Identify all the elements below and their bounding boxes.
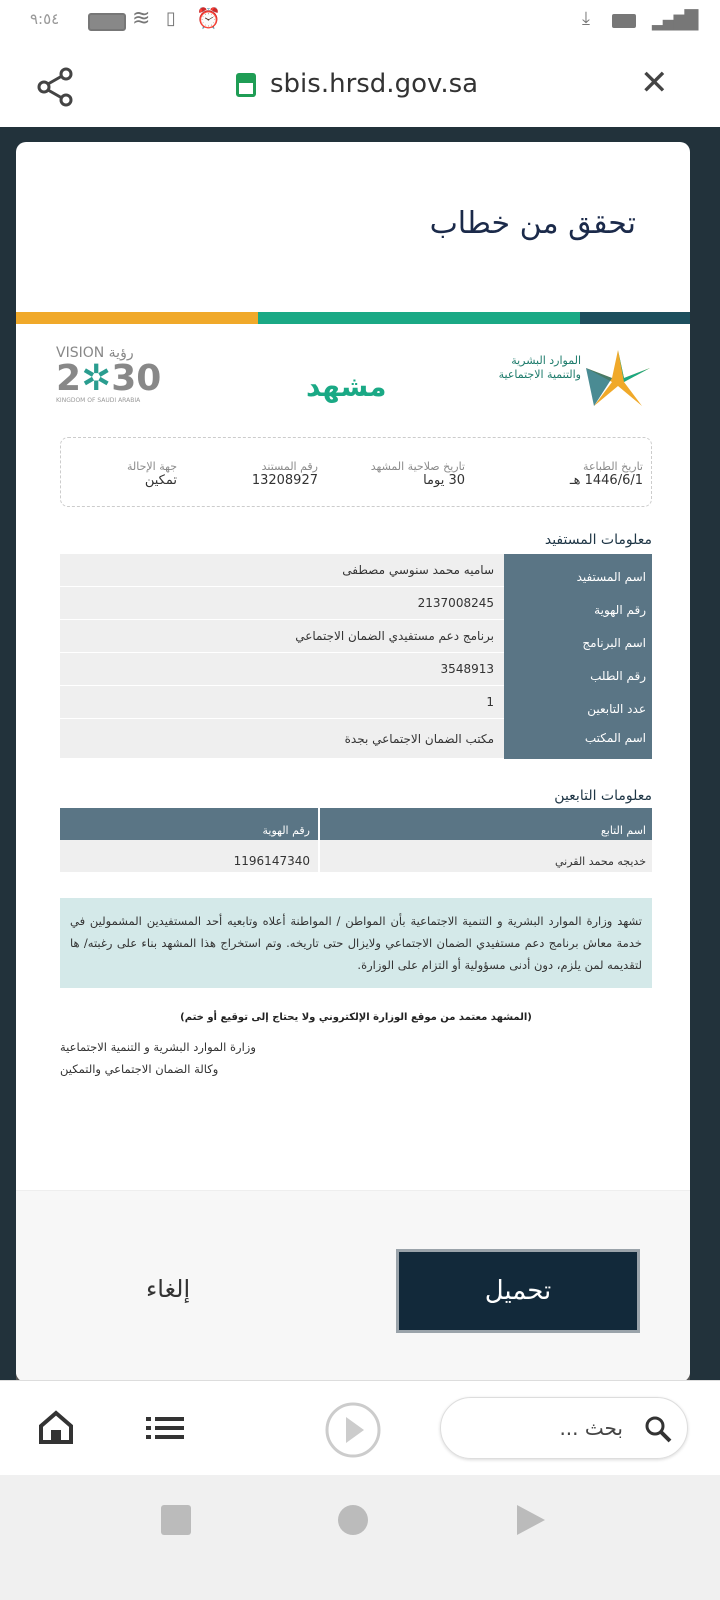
browser-toolbar: sbis.hrsd.gov.sa ✕ bbox=[0, 45, 720, 127]
meta-label: جهة الإحالة bbox=[127, 460, 177, 473]
dependent-name: خديجه محمد القرني bbox=[318, 840, 652, 872]
dialog-footer: تحميل إلغاء bbox=[16, 1190, 690, 1382]
lock-icon bbox=[236, 73, 256, 97]
meta-value: 30 يوما bbox=[423, 473, 465, 488]
beneficiary-row: عدد التابعين 1 bbox=[60, 686, 652, 719]
page-title: تحقق من خطاب bbox=[429, 206, 636, 241]
meta-document-number: رقم المستند 13208927 bbox=[252, 460, 318, 488]
signature-agency: وكالة الضمان الاجتماعي والتمكين bbox=[60, 1062, 219, 1076]
search-placeholder: بحث ... bbox=[559, 1416, 623, 1440]
meta-value: 1446/6/1 هـ bbox=[569, 473, 643, 488]
meta-validity: تاريخ صلاحية المشهد 30 يوما bbox=[371, 460, 465, 488]
vision-2030-logo: VISION رؤية 2✲30 KINGDOM OF SAUDI ARABIA bbox=[56, 345, 162, 404]
beneficiary-heading: معلومات المستفيد bbox=[544, 532, 652, 548]
row-value: 3548913 bbox=[60, 653, 504, 686]
ministry-logo-icon bbox=[586, 350, 650, 406]
row-label: اسم المستفيد bbox=[504, 554, 652, 587]
download-icon: ⤓ bbox=[582, 8, 590, 29]
meta-print-date: تاريخ الطباعة 1446/6/1 هـ bbox=[570, 460, 643, 488]
system-nav-bar bbox=[0, 1475, 720, 1600]
wifi-icon: ≋ bbox=[132, 6, 151, 31]
dependent-row: خديجه محمد القرني 1196147340 bbox=[60, 840, 652, 872]
back-button[interactable] bbox=[515, 1503, 547, 1537]
clock: ٩:٥٤ bbox=[30, 10, 60, 28]
color-bar-orange bbox=[16, 312, 258, 324]
color-bar-green bbox=[258, 312, 580, 324]
row-value: مكتب الضمان الاجتماعي بجدة bbox=[60, 719, 504, 759]
search-input[interactable]: بحث ... bbox=[440, 1397, 688, 1459]
alarm-icon: ⏰ bbox=[196, 6, 221, 30]
signal-icon: ▂▄▆█ bbox=[652, 10, 698, 31]
status-bar: ٩:٥٤ ≋ ▯ ⏰ ⤓ ▂▄▆█ bbox=[0, 0, 720, 45]
column-header-id: رقم الهوية bbox=[60, 808, 318, 840]
row-label: اسم المكتب bbox=[504, 719, 652, 759]
meta-label: رقم المستند bbox=[261, 460, 318, 473]
verify-letter-dialog: تحقق من خطاب VISION رؤية 2✲30 KINGDOM OF… bbox=[16, 142, 690, 1382]
dependents-heading: معلومات التابعين bbox=[554, 788, 652, 804]
close-icon[interactable]: ✕ bbox=[640, 63, 669, 103]
row-label: عدد التابعين bbox=[504, 686, 652, 719]
approval-note: (المشهد معتمد من موقع الوزارة الإلكتروني… bbox=[180, 1012, 532, 1023]
meta-value: 13208927 bbox=[251, 473, 318, 488]
menu-icon[interactable] bbox=[146, 1415, 184, 1441]
meta-value: تمكين bbox=[144, 473, 177, 488]
row-value: برنامج دعم مستفيدي الضمان الاجتماعي bbox=[60, 620, 504, 653]
cancel-button[interactable]: إلغاء bbox=[146, 1275, 191, 1303]
row-label: اسم البرنامج bbox=[504, 620, 652, 653]
beneficiary-row: اسم المستفيد ساميه محمد سنوسي مصطفى bbox=[60, 554, 652, 587]
meta-referral: جهة الإحالة تمكين bbox=[127, 460, 177, 488]
beneficiary-row: رقم الهوية 2137008245 bbox=[60, 587, 652, 620]
dependent-id: 1196147340 bbox=[60, 840, 318, 872]
battery-icon bbox=[88, 13, 126, 31]
row-value: 2137008245 bbox=[60, 587, 504, 620]
beneficiary-row: اسم المكتب مكتب الضمان الاجتماعي بجدة bbox=[60, 719, 652, 759]
search-icon bbox=[645, 1416, 672, 1443]
dependents-header-row: اسم التابع رقم الهوية bbox=[60, 808, 652, 840]
vibrate-icon: ▯ bbox=[166, 8, 176, 29]
beneficiary-row: رقم الطلب 3548913 bbox=[60, 653, 652, 686]
meta-label: تاريخ الطباعة bbox=[583, 460, 643, 473]
row-label: رقم الطلب bbox=[504, 653, 652, 686]
color-bar-teal bbox=[580, 312, 690, 324]
home-button[interactable] bbox=[338, 1505, 368, 1535]
certification-notice: تشهد وزارة الموارد البشرية و التنمية الا… bbox=[60, 898, 652, 988]
browser-bottom-bar: بحث ... bbox=[0, 1380, 720, 1475]
beneficiary-row: اسم البرنامج برنامج دعم مستفيدي الضمان ال… bbox=[60, 620, 652, 653]
download-button[interactable]: تحميل bbox=[396, 1249, 640, 1333]
mashhad-logo: مشهد bbox=[306, 370, 387, 403]
column-header-name: اسم التابع bbox=[318, 808, 652, 840]
meta-label: تاريخ صلاحية المشهد bbox=[370, 460, 465, 473]
row-value: ساميه محمد سنوسي مصطفى bbox=[60, 554, 504, 587]
volte-icon bbox=[612, 14, 636, 28]
url-text[interactable]: sbis.hrsd.gov.sa bbox=[270, 69, 479, 99]
row-label: رقم الهوية bbox=[504, 587, 652, 620]
home-icon[interactable] bbox=[38, 1409, 74, 1445]
recents-button[interactable] bbox=[161, 1505, 191, 1535]
ministry-logo-text: الموارد البشرية والتنمية الاجتماعية bbox=[498, 354, 581, 381]
document-meta-box: تاريخ الطباعة 1446/6/1 هـ تاريخ صلاحية ال… bbox=[60, 437, 652, 507]
signature-ministry: وزارة الموارد البشرية و التنمية الاجتماع… bbox=[60, 1040, 256, 1054]
play-icon[interactable] bbox=[324, 1401, 382, 1459]
share-icon[interactable] bbox=[36, 67, 76, 107]
row-value: 1 bbox=[60, 686, 504, 719]
